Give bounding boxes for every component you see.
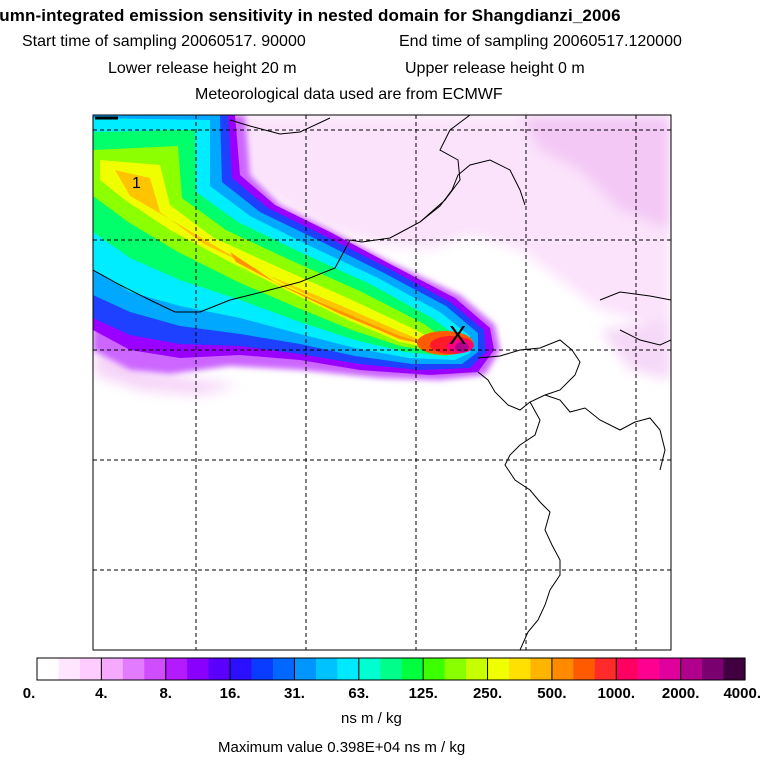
colorbar-swatch bbox=[444, 658, 467, 680]
colorbar-tick-label: 1000. bbox=[597, 685, 635, 702]
map-frame bbox=[92, 114, 672, 651]
colorbar-swatch bbox=[294, 658, 317, 680]
receptor-marker: X bbox=[449, 320, 466, 350]
plot-title: olumn-integrated emission sensitivity in… bbox=[0, 6, 621, 25]
maximum-value-label: Maximum value 0.398E+04 ns m / kg bbox=[218, 739, 466, 756]
location-marker-label: 1 bbox=[132, 175, 141, 192]
colorbar-swatch bbox=[637, 658, 660, 680]
colorbar-swatch bbox=[122, 658, 145, 680]
colorbar-swatch bbox=[230, 658, 253, 680]
colorbar-swatch bbox=[337, 658, 360, 680]
colorbar-tick-label: 16. bbox=[220, 685, 241, 702]
colorbar-tick-label: 2000. bbox=[662, 685, 700, 702]
colorbar-swatch bbox=[723, 658, 746, 680]
colorbar-swatch bbox=[594, 658, 617, 680]
colorbar-swatch bbox=[251, 658, 274, 680]
graticule bbox=[93, 115, 671, 650]
colorbar-swatch bbox=[315, 658, 338, 680]
colorbar-swatch bbox=[165, 658, 188, 680]
colorbar-swatch bbox=[79, 658, 102, 680]
colorbar-swatch bbox=[187, 658, 210, 680]
colorbar-frame bbox=[36, 657, 746, 681]
colorbar-tick-label: 4000. bbox=[723, 685, 761, 702]
plume-layers bbox=[93, 115, 500, 380]
start-time-label: Start time of sampling 20060517. 90000 bbox=[22, 33, 306, 50]
upper-release-height-label: Upper release height 0 m bbox=[405, 60, 585, 77]
colorbar-swatch bbox=[466, 658, 489, 680]
lower-release-height-label: Lower release height 20 m bbox=[108, 60, 297, 77]
colorbar-swatch bbox=[208, 658, 231, 680]
colorbar-tick-label: 0. bbox=[23, 685, 36, 702]
colorbar-swatch bbox=[680, 658, 703, 680]
colorbar-tick-label: 31. bbox=[284, 685, 305, 702]
colorbar-swatch bbox=[702, 658, 725, 680]
colorbar-swatch bbox=[551, 658, 574, 680]
colorbar-swatch bbox=[144, 658, 167, 680]
colorbar-tick-label: 8. bbox=[159, 685, 172, 702]
colorbar-swatch bbox=[423, 658, 446, 680]
colorbar-units: ns m / kg bbox=[341, 710, 402, 727]
met-data-label: Meteorological data used are from ECMWF bbox=[195, 86, 503, 103]
colorbar-tick-label: 250. bbox=[473, 685, 502, 702]
colorbar-tick-label: 500. bbox=[537, 685, 566, 702]
colorbar-tick-label: 4. bbox=[95, 685, 108, 702]
colorbar-swatch bbox=[58, 658, 81, 680]
end-time-label: End time of sampling 20060517.120000 bbox=[399, 33, 682, 50]
colorbar: 0. 4. 8. 16. 31. 63. 125. 250. 500. 1000. 2000. 400… bbox=[23, 657, 761, 702]
colorbar-swatch bbox=[273, 658, 296, 680]
colorbar-tick-label: 63. bbox=[348, 685, 369, 702]
colorbar-swatch bbox=[358, 658, 381, 680]
colorbar-swatch bbox=[573, 658, 596, 680]
coastlines bbox=[93, 115, 671, 650]
colorbar-swatch bbox=[487, 658, 510, 680]
colorbar-tick-label: 125. bbox=[409, 685, 438, 702]
colorbar-swatch bbox=[616, 658, 639, 680]
colorbar-swatch bbox=[401, 658, 424, 680]
colorbar-swatch bbox=[380, 658, 403, 680]
colorbar-swatch bbox=[101, 658, 124, 680]
colorbar-swatch bbox=[37, 658, 60, 680]
colorbar-swatch bbox=[530, 658, 553, 680]
colorbar-swatch bbox=[509, 658, 532, 680]
colorbar-swatch bbox=[659, 658, 682, 680]
